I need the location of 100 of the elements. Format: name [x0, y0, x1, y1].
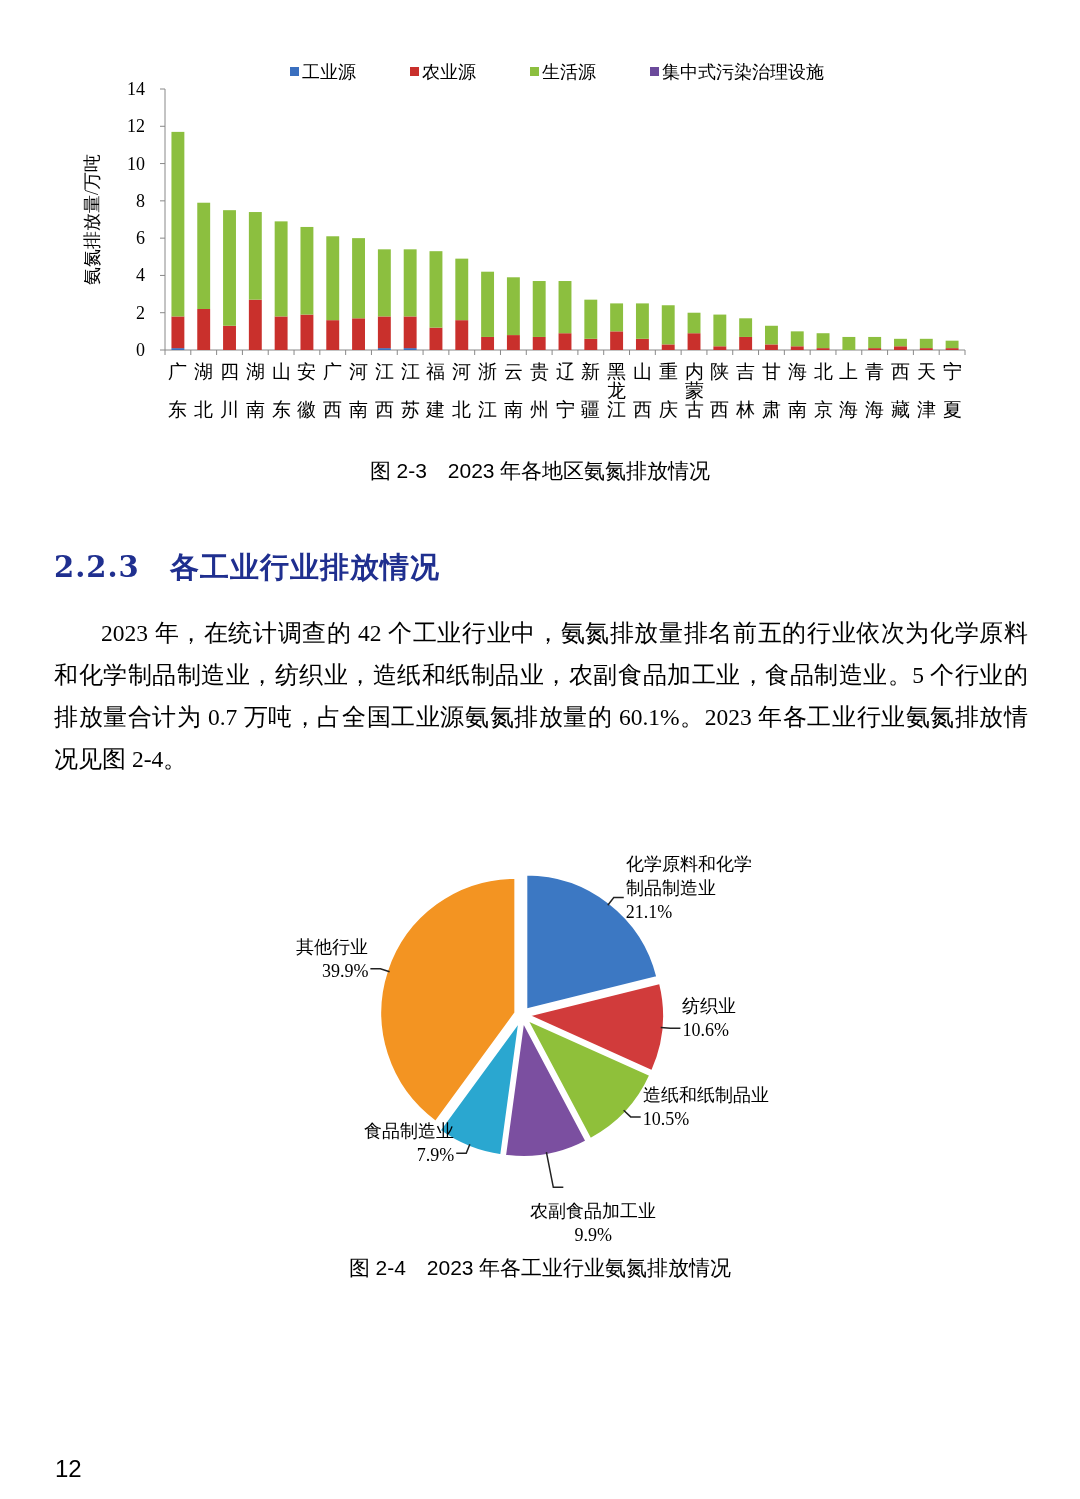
bar: [816, 333, 830, 349]
slice-label: 食品制造业: [364, 1121, 455, 1142]
bar: [352, 318, 365, 350]
bar: [687, 312, 701, 334]
y-tick-label: 10: [127, 153, 145, 174]
x-tick-label: 湖南: [245, 361, 265, 420]
bar: [842, 336, 856, 350]
x-tick-label: 广东: [168, 361, 188, 420]
bar: [635, 338, 649, 350]
bar: [223, 325, 236, 350]
legend-label: 生活源: [542, 62, 596, 82]
x-tick-label: 安徽: [297, 361, 317, 420]
bar: [661, 344, 675, 350]
bar: [248, 212, 262, 300]
x-tick-label: 内蒙古: [684, 361, 704, 420]
x-tick-label: 福建: [425, 361, 446, 420]
bar: [790, 331, 804, 347]
x-tick-label: 上海: [839, 361, 859, 420]
x-tick-label: 海南: [787, 361, 807, 420]
text: 图 2-4 2023 年各工业行业氨氮排放情况: [348, 1256, 732, 1279]
x-tick-label: 江西: [374, 361, 394, 420]
bar: [532, 336, 546, 350]
bar: [610, 331, 624, 350]
bar: [481, 271, 495, 337]
bar: [584, 299, 598, 339]
bar: [945, 340, 959, 349]
bar: [274, 316, 288, 350]
bar: [274, 221, 288, 317]
slice-label: 农副食品加工业: [530, 1201, 657, 1222]
slice-label: 纺织业: [682, 996, 737, 1017]
bar: [248, 299, 262, 350]
bar: [687, 333, 701, 350]
x-tick-label: 浙江: [478, 361, 498, 420]
bar: [300, 226, 314, 315]
x-tick-label: 山东: [271, 361, 291, 420]
data-label: 9.9%: [574, 1225, 613, 1246]
slice-label: 其他行业: [296, 936, 369, 957]
bar: [610, 303, 624, 332]
x-tick-label: 陕西: [710, 361, 730, 420]
y-axis-title: 氨氮排放量/万吨: [82, 153, 102, 286]
text: 图 2-3 2023 年各地区氨氮排放情况: [369, 459, 711, 482]
y-tick-label: 4: [136, 265, 145, 286]
bar: [532, 281, 546, 337]
text: 12: [55, 1455, 82, 1483]
bar: [429, 327, 443, 350]
bar: [326, 236, 340, 321]
bar: [171, 316, 185, 349]
x-tick-label: 河南: [349, 361, 369, 420]
x-tick-label: 新疆: [581, 361, 601, 420]
x-tick-label: 重庆: [658, 361, 678, 420]
bar: [506, 277, 520, 336]
data-label: 21.1%: [625, 901, 673, 922]
bar: [558, 281, 572, 334]
bar: [377, 316, 391, 349]
bar: [635, 303, 649, 339]
bar: [894, 338, 907, 347]
y-tick-label: 14: [127, 79, 145, 99]
text: 2023 年，在统计调查的 42 个工业行业中，氨氮排放量排名前五的行业依次为化学原料和化学制品制造业，纺织业，造纸和纸制品业，农副食品加工业，食品制造业。5 个行业的排放量合计为 0.7 万吨，占全国工业源氨氮排放量的 60.1%。2023 年各工业行业氨氮排放情况见图 2-4。: [54, 619, 1028, 774]
x-tick-label: 辽宁: [555, 361, 575, 420]
y-tick-label: 2: [136, 302, 145, 323]
legend-label: 集中式污染治理设施: [662, 62, 824, 82]
x-tick-label: 云南: [503, 361, 523, 420]
data-label: 10.5%: [642, 1108, 690, 1129]
bar: [739, 336, 753, 350]
y-tick-label: 6: [136, 228, 145, 249]
bar: [558, 333, 572, 350]
data-label: 10.6%: [682, 1020, 729, 1041]
bar: [481, 336, 495, 350]
x-tick-label: 西藏: [890, 361, 910, 420]
x-tick-label: 甘肃: [761, 361, 781, 420]
data-label: 7.9%: [416, 1145, 455, 1166]
bar: [765, 344, 778, 350]
x-tick-label: 宁夏: [942, 361, 962, 420]
bar: [584, 338, 598, 350]
bar: [403, 316, 417, 349]
bar: [713, 346, 727, 350]
x-tick-label: 广西: [323, 361, 343, 420]
bar: [713, 314, 727, 347]
x-tick-label: 贵州: [529, 361, 549, 420]
data-label: 39.9%: [321, 960, 369, 981]
x-tick-label: 河北: [452, 361, 472, 420]
bar: [377, 249, 391, 317]
legend-label: 工业源: [302, 62, 356, 82]
bar: [429, 251, 443, 328]
bar: [197, 308, 211, 350]
x-tick-label: 山西: [632, 361, 652, 420]
legend-label: 农业源: [422, 62, 476, 82]
bar: [661, 305, 675, 345]
slice-label: 化学原料和化学制品制造业: [625, 853, 752, 898]
bar: [326, 320, 340, 350]
bar: [894, 346, 907, 350]
bar: [352, 238, 365, 319]
x-tick-label: 吉林: [735, 361, 756, 420]
x-tick-label: 黑龙江: [607, 361, 627, 420]
bar: [300, 314, 314, 350]
x-tick-label: 江苏: [400, 361, 420, 420]
y-tick-label: 0: [136, 340, 145, 360]
slice-label: 造纸和纸制品业: [642, 1084, 769, 1105]
text: 2.2.3 各工业行业排放情况: [54, 549, 440, 586]
x-tick-label: 青海: [865, 361, 885, 420]
